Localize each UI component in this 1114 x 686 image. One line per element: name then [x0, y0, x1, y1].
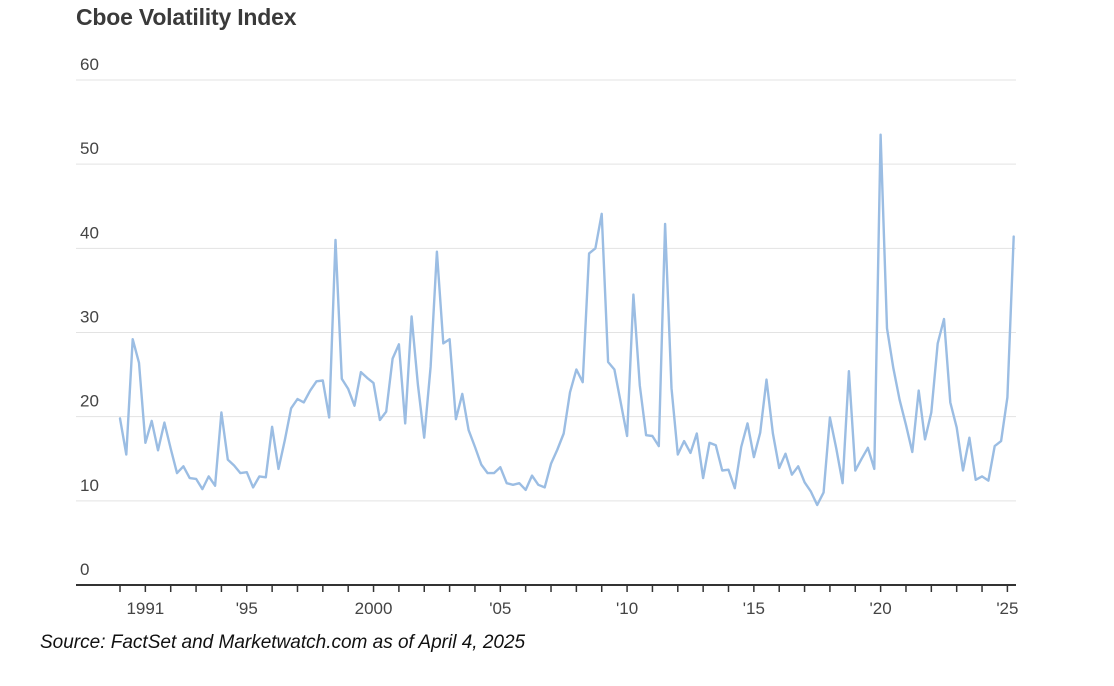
series-layer [118, 133, 1015, 507]
x-tick-label: '10 [616, 599, 638, 618]
y-tick-label: 0 [80, 560, 89, 579]
vix-line-chart: 0 10 20 30 40 50 60 1991 '95 2000 '05 '10 '15 '20 '25 [76, 55, 1018, 618]
y-tick-label: 40 [80, 223, 99, 242]
source-note: Source: FactSet and Marketwatch.com as o… [40, 632, 526, 653]
x-tick-label: '25 [996, 599, 1018, 618]
x-tick-label: '15 [743, 599, 765, 618]
x-tick-label: '20 [870, 599, 892, 618]
x-tick-label: 1991 [126, 599, 164, 618]
x-axis-ticks [119, 585, 1009, 592]
y-tick-label: 30 [80, 308, 99, 327]
y-tick-label: 60 [80, 55, 99, 74]
x-tick-label: '05 [489, 599, 511, 618]
x-tick-label: 2000 [355, 599, 393, 618]
x-axis-labels: 1991 '95 2000 '05 '10 '15 '20 '25 [126, 599, 1018, 618]
gridlines [76, 79, 1016, 502]
x-tick-label: '95 [236, 599, 258, 618]
chart-title: Cboe Volatility Index [76, 4, 297, 30]
y-axis-labels: 0 10 20 30 40 50 60 [80, 55, 99, 579]
y-tick-label: 10 [80, 476, 99, 495]
series-line-vix [118, 133, 1015, 507]
y-tick-label: 50 [80, 139, 99, 158]
y-tick-label: 20 [80, 392, 99, 411]
